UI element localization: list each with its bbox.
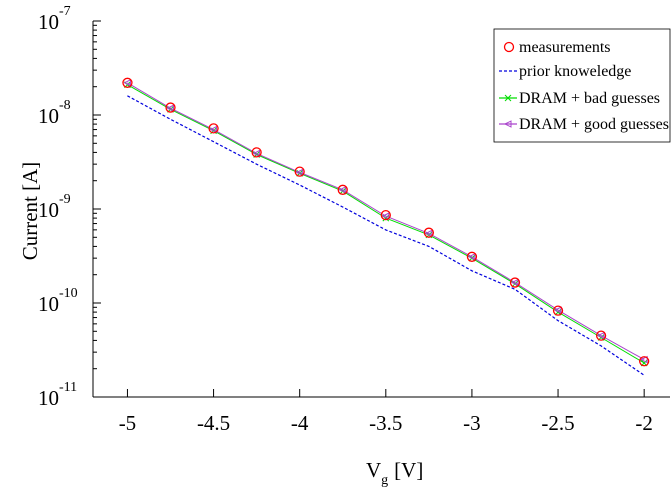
legend-label: prior knoweledge: [519, 63, 631, 80]
data-point: [165, 102, 176, 113]
data-point: [639, 356, 650, 367]
x-tick-label: -4: [291, 411, 309, 435]
data-point: [251, 147, 262, 158]
data-point: [208, 123, 219, 134]
data-point: [595, 330, 607, 341]
y-tick-base: 10: [38, 198, 59, 222]
x-tick-label: -3.5: [369, 411, 402, 435]
y-tick-exponent: -9: [59, 192, 71, 207]
x-tick-label: -2.5: [541, 411, 574, 435]
legend-box: [493, 28, 671, 143]
y-axis-title: Current [A]: [18, 162, 42, 261]
data-point: [467, 253, 476, 261]
series-line: [127, 95, 645, 376]
x-axis-title-subscript: g: [381, 473, 388, 488]
data-point: [553, 306, 562, 314]
series-line: [127, 82, 645, 361]
y-tick-label: 10-10: [38, 286, 78, 316]
x-tick-label: -3: [463, 411, 481, 435]
series-measurements: [122, 77, 650, 367]
series-prior-knoweledge: [127, 95, 645, 376]
legend-item: measurements: [503, 39, 611, 56]
x-axis-title: Vg [V]: [366, 458, 423, 488]
legend-label: DRAM + good guesses: [519, 116, 669, 133]
data-point: [122, 77, 133, 88]
legend-marker: [503, 120, 512, 128]
y-tick-exponent: -7: [59, 4, 71, 19]
y-tick-label: 10-11: [38, 380, 77, 410]
y-tick-base: 10: [38, 386, 59, 410]
y-tick-label: 10-7: [38, 4, 71, 34]
legend-symbol: [503, 41, 515, 53]
legend-label: DRAM + bad guesses: [519, 90, 660, 107]
legend-item: DRAM + good guesses: [499, 116, 669, 133]
data-point: [337, 184, 348, 195]
data-point: [552, 305, 564, 316]
y-tick-label: 10-9: [38, 192, 71, 222]
y-tick-label: 10-8: [38, 98, 71, 128]
x-tick-label: -5: [119, 411, 137, 435]
y-tick-base: 10: [38, 104, 59, 128]
data-point: [380, 210, 391, 221]
data-point: [338, 186, 347, 194]
data-point: [510, 278, 519, 287]
data-point: [509, 277, 521, 288]
data-point: [209, 125, 218, 134]
legend-label: measurements: [519, 39, 611, 56]
data-point: [381, 212, 390, 220]
y-tick-base: 10: [38, 292, 59, 316]
series-dram-good-guesses: [123, 79, 648, 364]
legend: measurements prior knoweledge DRAM + bad g…: [493, 28, 671, 143]
data-point: [424, 229, 433, 238]
data-point: [466, 251, 478, 262]
y-tick-exponent: -11: [59, 380, 77, 395]
data-point: [123, 79, 131, 87]
data-point: [640, 355, 648, 364]
data-point: [423, 227, 435, 238]
x-tick-label: -2: [635, 411, 653, 435]
data-point: [166, 104, 175, 113]
data-point: [596, 331, 605, 340]
legend-marker: [504, 94, 512, 102]
data-point: [294, 166, 305, 177]
x-tick-label: -4.5: [197, 411, 230, 435]
x-axis-title-unit: [V]: [394, 458, 423, 482]
y-tick-exponent: -10: [59, 286, 78, 301]
y-tick-exponent: -8: [59, 98, 71, 113]
x-axis-title-main: V: [366, 458, 381, 482]
y-tick-base: 10: [38, 10, 59, 34]
data-point: [252, 149, 261, 158]
data-point: [295, 168, 304, 177]
x-axis: -5 -4.5 -4 -3.5 -3 -2.5 -2: [119, 389, 653, 435]
series-layer: [122, 77, 650, 376]
legend-item: DRAM + bad guesses: [499, 90, 660, 107]
legend-item: prior knoweledge: [499, 63, 631, 80]
